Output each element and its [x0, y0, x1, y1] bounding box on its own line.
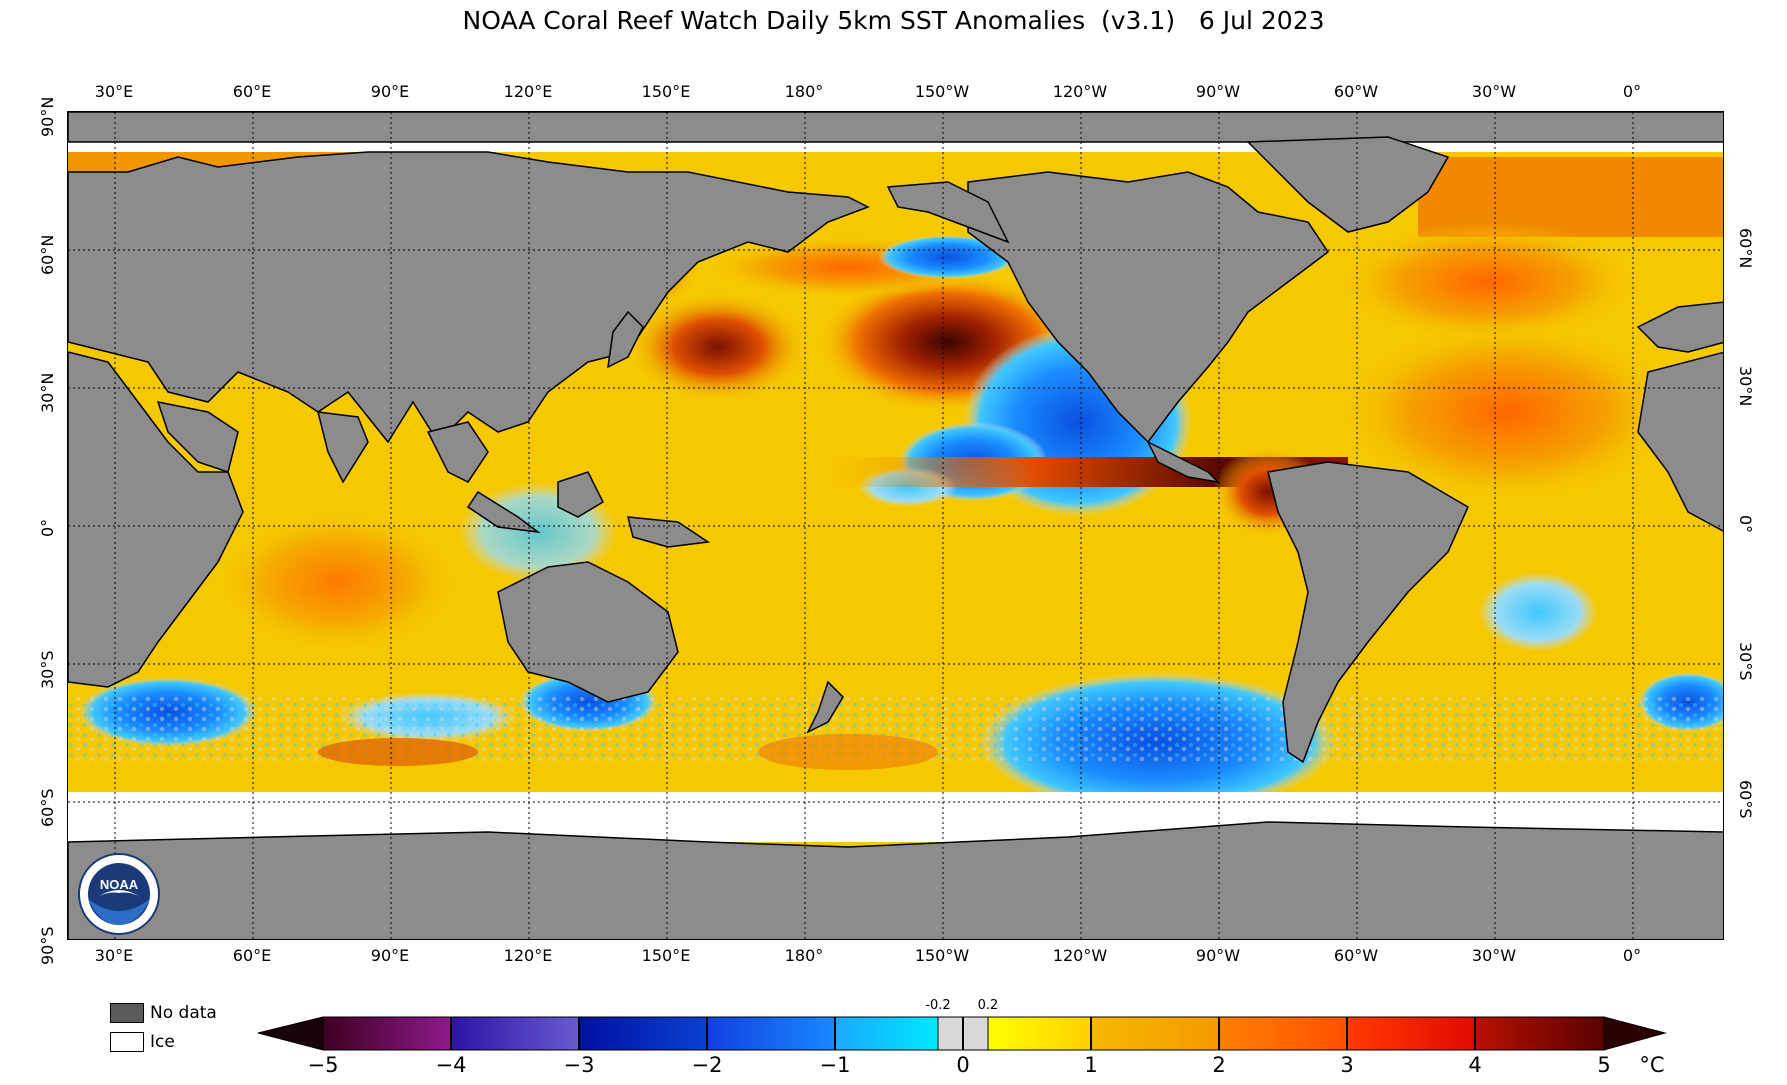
lon-label: 120°W	[1052, 82, 1108, 101]
lon-label: 150°W	[914, 82, 970, 101]
no-data-swatch	[110, 1003, 144, 1023]
ice-swatch	[110, 1032, 144, 1052]
lon-label: 90°E	[370, 82, 410, 101]
ice-label: Ice	[150, 1032, 175, 1052]
lon-label: 60°E	[232, 82, 272, 101]
lon-label: 30°W	[1471, 82, 1517, 101]
lon-label: 150°E	[641, 946, 691, 965]
colorbar-tick: 2	[1212, 1053, 1226, 1077]
map-svg	[68, 112, 1723, 939]
lon-label: 30°E	[94, 946, 134, 965]
lon-label: 120°E	[503, 946, 553, 965]
lon-label: 30°W	[1471, 946, 1517, 965]
lon-label: 0°	[1622, 82, 1642, 101]
lon-label: 150°W	[914, 946, 970, 965]
colorbar-tick: 4	[1468, 1053, 1482, 1077]
graticule	[68, 112, 1723, 939]
lon-label: 150°E	[641, 82, 691, 101]
colorbar-unit: °C	[1639, 1053, 1665, 1077]
lon-label: 180°	[784, 946, 824, 965]
sst-anomaly-map	[67, 111, 1724, 940]
colorbar-tick: 5	[1597, 1053, 1611, 1077]
colorbar-tick: 1	[1084, 1053, 1098, 1077]
colorbar-small-tick: 0.2	[977, 998, 999, 1013]
no-data-label: No data	[150, 1003, 217, 1023]
colorbar-segments	[323, 1017, 1604, 1050]
lon-label: 60°E	[232, 946, 272, 965]
colorbar-minor-dividers	[937, 1017, 989, 1050]
colorbar-tick: −4	[435, 1053, 467, 1077]
colorbar-dividers	[450, 1017, 1476, 1050]
lon-label: 120°W	[1052, 946, 1108, 965]
colorbar-tick: 0	[956, 1053, 970, 1077]
lon-label: 90°W	[1195, 82, 1241, 101]
noaa-logo: NOAA	[78, 853, 160, 935]
legend-no-data: No data	[110, 1003, 217, 1023]
colorbar-max-arrow	[1603, 1016, 1667, 1051]
colorbar-min-arrow	[257, 1016, 324, 1051]
colorbar-tick: −2	[691, 1053, 723, 1077]
legend-ice: Ice	[110, 1032, 175, 1052]
lon-label: 120°E	[503, 82, 553, 101]
lon-label: 30°E	[94, 82, 134, 101]
colorbar-small-tick: -0.2	[925, 998, 951, 1013]
lon-label: 0°	[1622, 946, 1642, 965]
land-masses	[68, 112, 1723, 939]
lon-label: 90°W	[1195, 946, 1241, 965]
colorbar-tick: −3	[563, 1053, 595, 1077]
lon-label: 60°W	[1333, 946, 1379, 965]
lon-label: 180°	[784, 82, 824, 101]
lon-label: 90°E	[370, 946, 410, 965]
colorbar-tick: 3	[1340, 1053, 1354, 1077]
colorbar-tick: −5	[307, 1053, 339, 1077]
map-title: NOAA Coral Reef Watch Daily 5km SST Anom…	[462, 6, 1325, 35]
noaa-logo-text: NOAA	[100, 877, 139, 892]
colorbar-tick: −1	[819, 1053, 851, 1077]
lon-label: 60°W	[1333, 82, 1379, 101]
